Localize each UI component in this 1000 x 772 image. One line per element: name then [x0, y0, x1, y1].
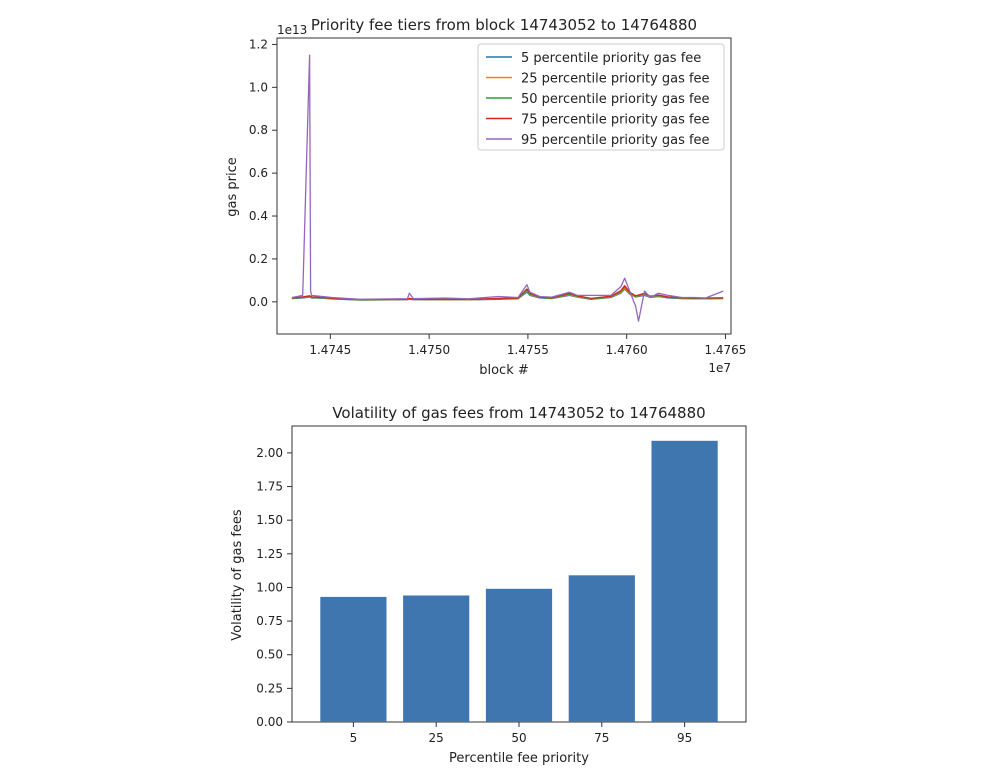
legend-label: 25 percentile priority gas fee — [521, 72, 710, 87]
x-tick-label: 1.4760 — [606, 343, 648, 357]
y-tick-label: 1.2 — [249, 37, 268, 51]
bar-chart-bars — [320, 440, 718, 722]
x-tick-label: 1.4765 — [704, 343, 746, 357]
line-chart-series-lines — [291, 54, 724, 322]
y-tick-label: 1.0 — [249, 80, 268, 94]
x-tick-label: 95 — [677, 731, 692, 745]
x-tick-label: 25 — [429, 731, 444, 745]
legend-label: 5 percentile priority gas fee — [521, 51, 701, 66]
series-line-4 — [291, 54, 724, 322]
y-tick-label: 0.75 — [256, 614, 283, 628]
bar-chart-y-ticks: 0.00 0.25 0.50 0.75 1.00 1.25 1.50 1.75 2.00 — [256, 446, 292, 729]
y-tick-label: 0.25 — [256, 681, 283, 695]
y-tick-label: 1.25 — [256, 547, 283, 561]
bar-95 — [651, 440, 718, 722]
bar-50 — [485, 588, 553, 722]
y-tick-label: 0.4 — [249, 209, 268, 223]
bar-25 — [403, 595, 470, 722]
legend-label: 75 percentile priority gas fee — [521, 113, 710, 128]
legend-frame — [477, 43, 725, 151]
y-tick-label: 1.00 — [256, 580, 283, 594]
y-tick-label: 0.50 — [256, 648, 283, 662]
y-tick-label: 0.6 — [249, 166, 268, 180]
y-tick-label: 0.2 — [249, 252, 268, 266]
bar-chart-x-ticks: 5 25 50 75 95 — [350, 722, 692, 745]
x-tick-label: 1.4745 — [309, 343, 351, 357]
bar-5 — [320, 596, 387, 722]
y-tick-label: 0.00 — [256, 715, 283, 729]
y-tick-label: 2.00 — [256, 446, 283, 460]
bar-75 — [568, 575, 635, 722]
bar-chart-x-axis-label: Percentile fee priority — [449, 751, 589, 766]
bar-chart-y-axis-label: Volatility of gas fees — [230, 509, 245, 641]
x-tick-label: 1.4755 — [507, 343, 549, 357]
line-chart-y-ticks: 0.0 0.2 0.4 0.6 0.8 1.0 1.2 — [249, 37, 277, 309]
line-chart: 1.4745 1.4750 1.4755 1.4760 1.4765 0.0 0.2 0.4… — [225, 16, 746, 378]
x-tick-label: 75 — [594, 731, 609, 745]
y-tick-label: 1.75 — [256, 480, 283, 494]
line-chart-title: Priority fee tiers from block 14743052 t… — [311, 16, 697, 34]
bar-chart-title: Volatility of gas fees from 14743052 to … — [332, 404, 705, 422]
legend-label: 95 percentile priority gas fee — [521, 133, 710, 148]
line-chart-y-axis-label: gas price — [225, 157, 240, 216]
legend-label: 50 percentile priority gas fee — [521, 92, 710, 107]
bar-chart: 5 25 50 75 95 0.00 0.25 0.50 0.75 1.00 1.25 1.50 1.… — [230, 404, 747, 766]
x-tick-label: 50 — [511, 731, 526, 745]
y-tick-label: 0.8 — [249, 123, 268, 137]
line-chart-x-offset-label: 1e7 — [708, 361, 731, 375]
line-chart-y-offset-label: 1e13 — [277, 23, 307, 37]
x-tick-label: 5 — [350, 731, 358, 745]
line-chart-x-ticks: 1.4745 1.4750 1.4755 1.4760 1.4765 — [309, 334, 746, 357]
line-chart-x-axis-label: block # — [479, 363, 529, 378]
line-chart-legend: 5 percentile priority gas fee 25 percenti… — [477, 43, 725, 151]
x-tick-label: 1.4750 — [408, 343, 450, 357]
y-tick-label: 1.50 — [256, 513, 283, 527]
y-tick-label: 0.0 — [249, 295, 268, 309]
